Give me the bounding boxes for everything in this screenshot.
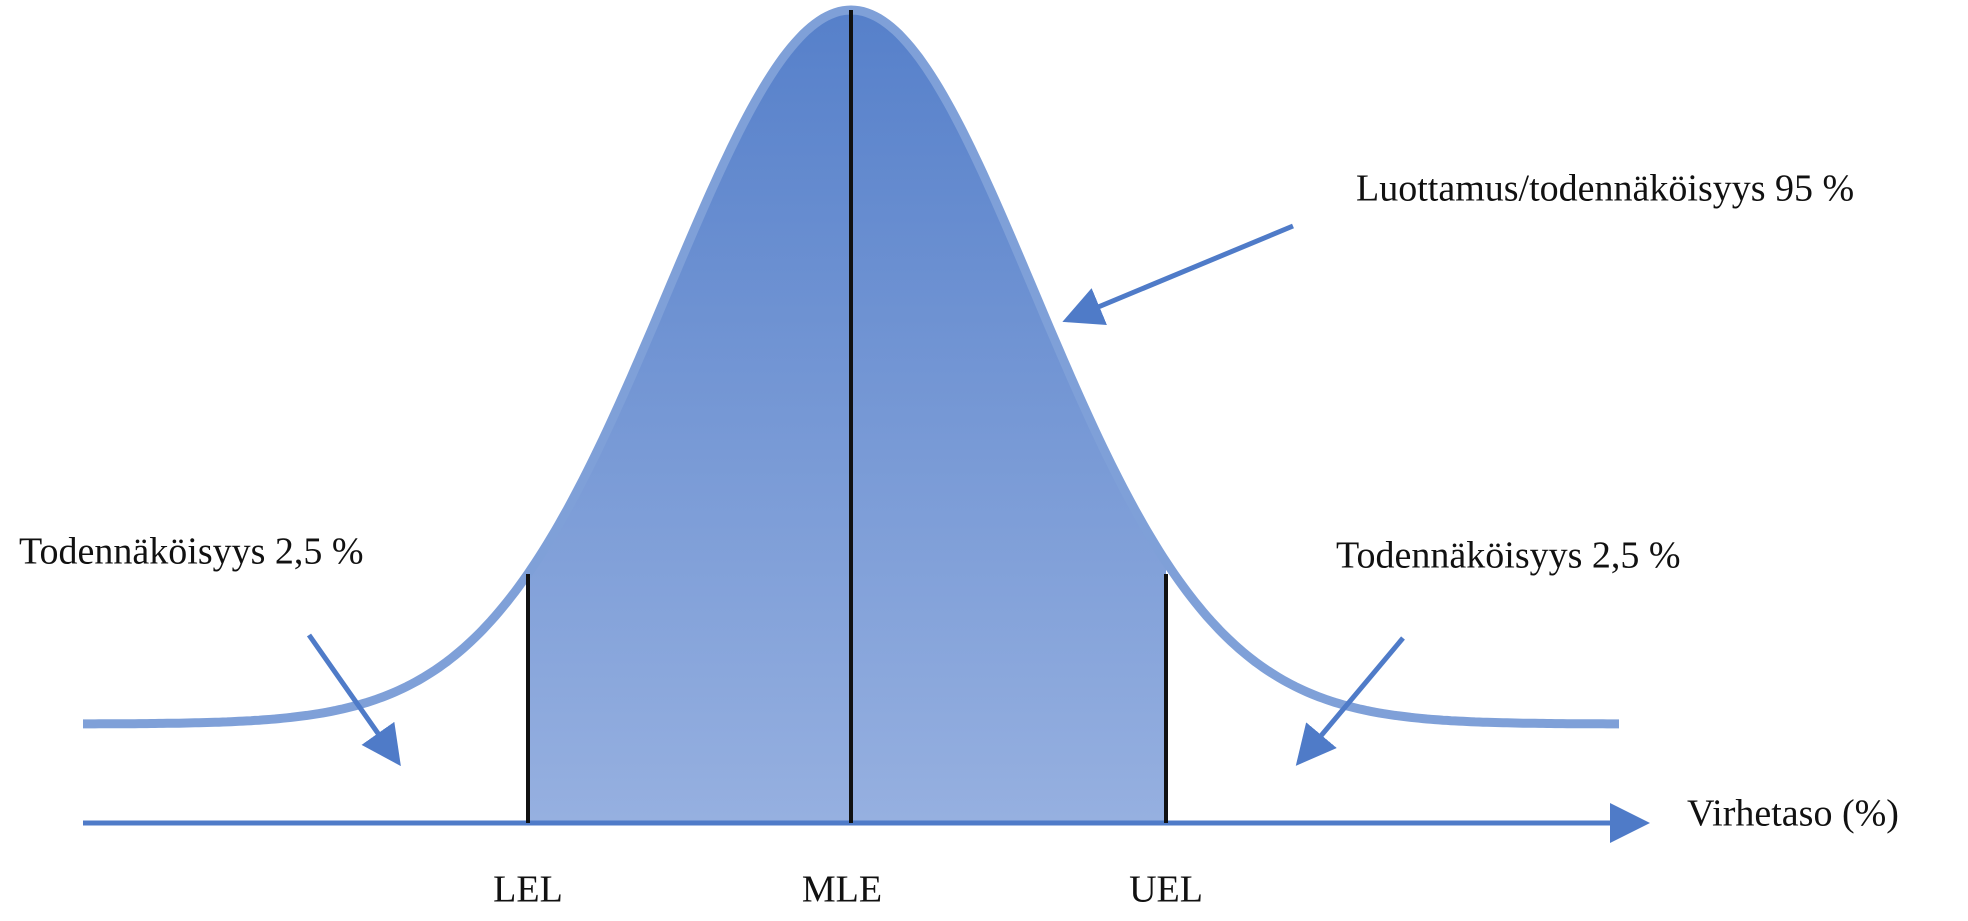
marker-label: UEL: [1129, 869, 1203, 911]
annotation: Todennäköisyys 2,5 %: [19, 531, 364, 573]
confidence-area: [528, 10, 1166, 823]
arrow: [306, 633, 401, 767]
axis-label: Virhetaso (%): [1687, 793, 1899, 835]
marker-label: MLE: [802, 869, 882, 911]
arrow: [1062, 223, 1294, 326]
annotation: Todennäköisyys 2,5 %: [1336, 535, 1681, 577]
annotation: Luottamus/todennäköisyys 95 %: [1356, 168, 1854, 210]
marker-label: LEL: [493, 869, 563, 911]
arrow: [1295, 636, 1405, 766]
